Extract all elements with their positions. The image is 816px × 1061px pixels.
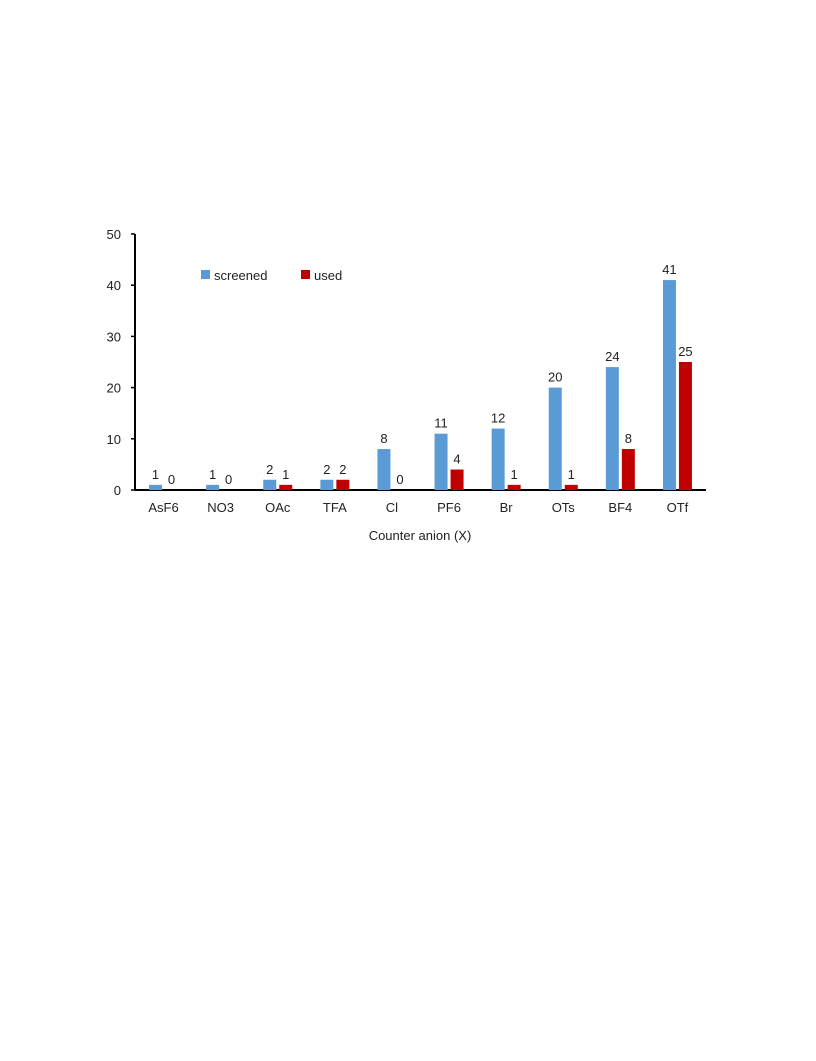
- bar-used-oac: [279, 484, 293, 490]
- data-label: 4: [453, 452, 460, 467]
- data-label: 20: [548, 370, 562, 385]
- bar-screened-bf4: [605, 367, 619, 490]
- bar-screened-oac: [263, 479, 277, 490]
- bar-used-pf6: [450, 469, 464, 490]
- x-tick-label: BF4: [608, 500, 632, 515]
- y-tick-label: 30: [107, 329, 121, 344]
- bar-screened-otf: [662, 280, 676, 490]
- x-tick-label: TFA: [323, 500, 347, 515]
- y-tick-label: 50: [107, 227, 121, 242]
- data-label: 24: [605, 349, 619, 364]
- data-label: 0: [225, 472, 232, 487]
- x-tick-label: OTf: [667, 500, 689, 515]
- x-tick-label: Br: [500, 500, 514, 515]
- legend-label-used: used: [314, 268, 342, 283]
- data-label: 2: [323, 462, 330, 477]
- bars-group: [149, 280, 692, 490]
- data-label: 8: [625, 431, 632, 446]
- bar-screened-ots: [548, 387, 562, 490]
- bar-screened-no3: [206, 484, 220, 490]
- y-tick-label: 0: [114, 483, 121, 498]
- bar-used-ots: [564, 484, 578, 490]
- data-label: 1: [282, 467, 289, 482]
- legend-swatch-screened: [201, 270, 210, 279]
- data-label: 1: [568, 467, 575, 482]
- x-tick-label: PF6: [437, 500, 461, 515]
- data-label: 0: [396, 472, 403, 487]
- bar-used-tfa: [336, 479, 350, 490]
- data-label: 1: [511, 467, 518, 482]
- data-label: 2: [339, 462, 346, 477]
- legend: screened used: [201, 268, 342, 283]
- bar-screened-br: [491, 428, 505, 490]
- bar-used-br: [507, 484, 521, 490]
- bar-screened-tfa: [320, 479, 334, 490]
- bar-screened-pf6: [434, 433, 448, 490]
- data-label: 41: [662, 262, 676, 277]
- y-tick-label: 20: [107, 381, 121, 396]
- y-tick-label: 10: [107, 432, 121, 447]
- y-tick-label: 40: [107, 278, 121, 293]
- bar-screened-asf6: [149, 484, 163, 490]
- data-label: 2: [266, 462, 273, 477]
- data-label: 11: [434, 416, 448, 431]
- x-tick-label: OAc: [265, 500, 291, 515]
- x-axis-title: Counter anion (X): [369, 528, 472, 543]
- data-label: 0: [168, 472, 175, 487]
- x-tick-label: OTs: [552, 500, 576, 515]
- data-label: 1: [152, 467, 159, 482]
- x-tick-label: AsF6: [148, 500, 178, 515]
- legend-swatch-used: [301, 270, 310, 279]
- data-label: 8: [380, 431, 387, 446]
- x-tick-label: NO3: [207, 500, 234, 515]
- data-label: 1: [209, 467, 216, 482]
- bar-used-bf4: [621, 449, 635, 490]
- x-axis: AsF6 NO3 OAc TFA Cl PF6 Br OTs BF4 OTf: [135, 489, 706, 515]
- y-axis: 0 10 20 30 40 50: [107, 227, 136, 498]
- bar-used-otf: [678, 362, 692, 490]
- data-label: 25: [678, 344, 692, 359]
- legend-label-screened: screened: [214, 268, 267, 283]
- data-label: 12: [491, 411, 505, 426]
- x-tick-label: Cl: [386, 500, 398, 515]
- bar-screened-cl: [377, 449, 391, 490]
